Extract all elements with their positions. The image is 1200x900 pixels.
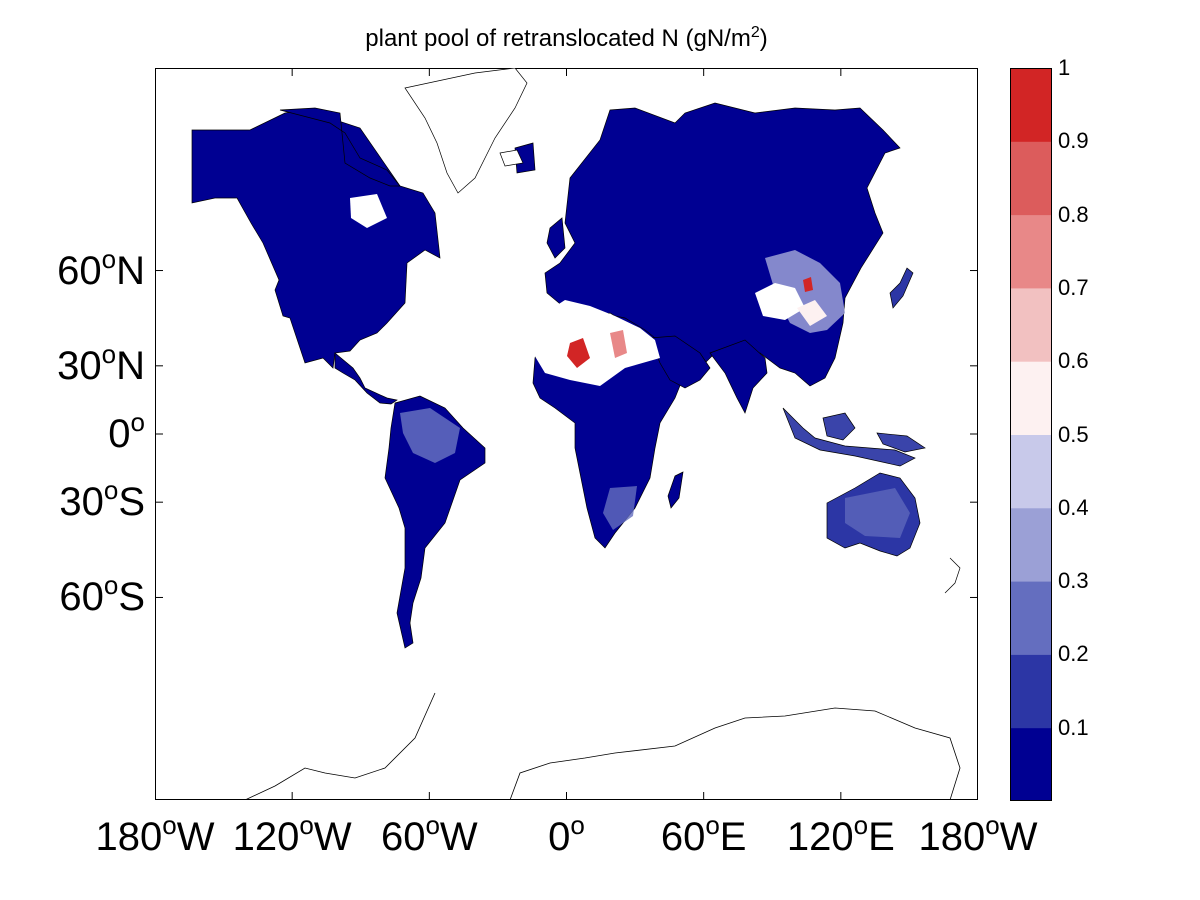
lon-tick-label: 0o xyxy=(548,817,585,857)
colorbar-tick-label: 0.4 xyxy=(1058,497,1089,519)
lon-tick-label: 120oW xyxy=(233,817,352,857)
lon-tick-label: 180oW xyxy=(919,817,1038,857)
colorbar-segment xyxy=(1010,654,1052,728)
lat-tick-label: 60oN xyxy=(57,251,145,291)
colorbar-tick-label: 0.3 xyxy=(1058,570,1089,592)
lat-tick-label: 30oS xyxy=(59,482,145,522)
colorbar-segment xyxy=(1010,581,1052,655)
colorbar-tick-label: 0.8 xyxy=(1058,204,1089,226)
colorbar-tick-label: 0.5 xyxy=(1058,424,1089,446)
colorbar-segment xyxy=(1010,141,1052,215)
colorbar-segment xyxy=(1010,508,1052,582)
map-title: plant pool of retranslocated N (gN/m2) xyxy=(155,24,978,54)
lon-tick-label: 60oE xyxy=(661,817,747,857)
colorbar-tick-label: 0.2 xyxy=(1058,643,1089,665)
colorbar-segment xyxy=(1010,361,1052,435)
lat-tick-label: 0o xyxy=(108,414,145,454)
colorbar-tick-label: 0.9 xyxy=(1058,130,1089,152)
colorbar-segment xyxy=(1010,288,1052,362)
colorbar xyxy=(1010,68,1052,801)
colorbar-tick-label: 0.1 xyxy=(1058,717,1089,739)
lon-tick-label: 120oE xyxy=(787,817,895,857)
colorbar-tick-label: 0.7 xyxy=(1058,277,1089,299)
title-superscript: 2 xyxy=(751,24,760,41)
colorbar-segment xyxy=(1010,435,1052,509)
colorbar-tick-label: 1 xyxy=(1058,57,1070,79)
lon-tick-label: 180oW xyxy=(96,817,215,857)
lat-tick-label: 30oN xyxy=(57,346,145,386)
lat-tick-label: 60oS xyxy=(59,577,145,617)
colorbar-segment xyxy=(1010,215,1052,289)
map-plot-area xyxy=(155,68,978,800)
colorbar-tick-label: 0.6 xyxy=(1058,350,1089,372)
lon-tick-label: 60oW xyxy=(381,817,478,857)
title-end: ) xyxy=(760,25,768,52)
colorbar-segment xyxy=(1010,68,1052,142)
colorbar-segment xyxy=(1010,728,1052,801)
title-text: plant pool of retranslocated N (gN/m xyxy=(365,25,751,52)
